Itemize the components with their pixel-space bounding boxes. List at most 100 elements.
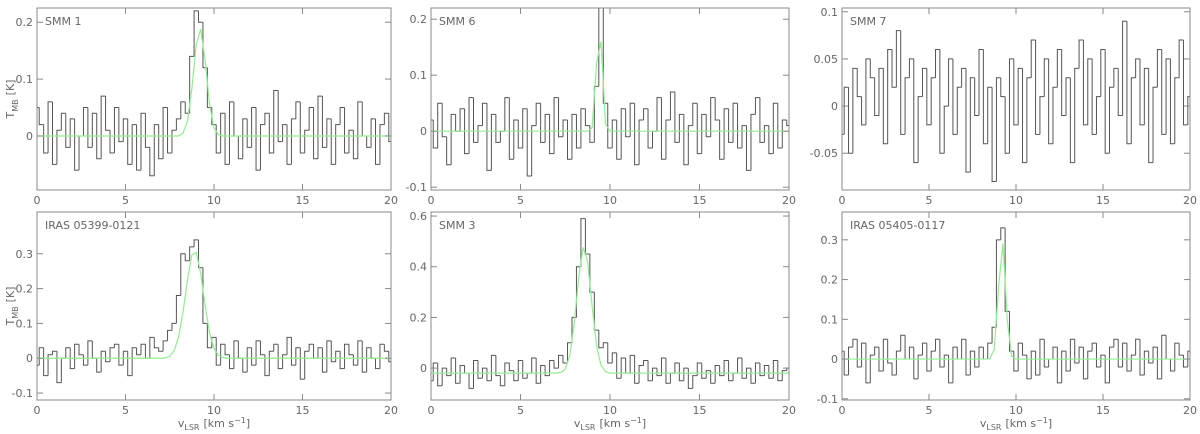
plot-frame [430,211,790,401]
spectrum-step [224,344,230,356]
spectrum-step [1152,86,1158,163]
plot-frame [430,7,790,191]
spectrum-step [625,108,631,138]
spectrum-step [251,107,257,148]
spectrum-step [513,370,519,382]
spectrum-step [961,67,966,88]
x-tick-label: 20 [782,194,796,207]
spectrum-step [273,89,279,154]
spectrum-step [629,354,635,374]
spectrum-step [1008,58,1014,154]
spectrum-step [589,254,595,293]
spectrum-step [531,357,537,374]
spectrum-step [450,357,456,376]
spectrum-step [1065,77,1071,116]
spectrum-step [299,347,305,380]
spectrum-step [696,103,702,155]
spectrum-step [313,107,318,160]
fit-line [431,247,789,374]
label-subscript: LSR [986,423,1002,432]
x-tick-label: 10 [1009,404,1023,417]
spectrum-step [939,339,945,368]
spectrum-step [56,129,62,165]
spectrum-step [43,124,49,154]
spectrum-step [656,368,662,377]
y-tick-label: 0.4 [410,261,428,274]
panel: 0 5 10 15 20 0 0.2 0.4 0.6 SMM 3 vLSR [km s−1] [410,210,797,432]
spectrum-step [723,108,729,160]
spectrum-step [1100,354,1106,368]
spectrum-step [481,367,487,379]
spectrum-step [602,8,608,104]
spectrum-step [995,239,1001,328]
spectrum-step [1148,68,1154,164]
spectrum-step [1126,21,1132,145]
spectrum-step [638,119,644,165]
spectrum-step [1139,339,1145,376]
spectrum-step [180,101,186,119]
label-close: ] [246,417,250,430]
spectrum-step [1039,96,1045,135]
spectrum-step [917,354,923,379]
panel: 0 5 10 15 20 -0.05 0 0.05 0.1 SMM 7 [810,6,1197,207]
spectrum-step [1043,339,1049,368]
y-tick-label: 0.1 [410,69,428,82]
spectrum-step [935,48,940,78]
spectrum-step [643,108,649,120]
spectrum-step [313,344,318,359]
spectrum-step [1135,58,1140,78]
spectrum-step [215,124,221,154]
spectrum-step [468,97,474,154]
spectrum-step [895,30,901,88]
plot-frame [36,7,392,191]
spectrum-step [558,97,564,138]
spectrum-step [308,107,314,131]
spectrum-step [558,354,564,369]
traces [842,20,1190,183]
spectrum-step [233,340,239,369]
spectrum-step [759,97,765,143]
y-tick-label: 0.2 [821,274,839,287]
spectrum-step [1078,346,1084,364]
spectrum-step [339,351,345,370]
y-tick-label: 0.2 [16,16,34,29]
label-unit: [K] [4,80,17,96]
label-close: ] [642,417,646,430]
spectrum-step [153,124,159,176]
spectrum-step [175,118,181,131]
y-tick-label: -0.05 [810,147,838,160]
y-tick-label: -0.1 [406,181,427,194]
spectrum-step [282,354,288,369]
spectrum-step [719,365,725,377]
spectrum-step [189,246,195,261]
spectrum-step [926,343,932,372]
spectrum-step [211,336,217,348]
spectrum-step [705,114,711,138]
spectrum-step [589,125,595,143]
spectrum-step [308,343,314,352]
spectrum-step [109,347,115,362]
spectrum-step [566,342,572,364]
spectrum-step [1022,343,1027,356]
spectrum-step [580,108,586,148]
spectrum-step [233,101,239,137]
spectrum-step [153,337,159,349]
spectrum-step [60,357,66,383]
spectrum-step [1022,68,1027,164]
spectrum-step [304,129,310,154]
spectrum-step [228,101,234,165]
spectrum-step [237,135,243,160]
y-tick-label: -0.1 [12,387,33,400]
spectrum-step [228,354,234,370]
spectrum-step [175,295,181,324]
spectrum-step [91,340,97,359]
spectrum-step [930,350,936,371]
spectrum-step [526,372,532,379]
y-tick-label: 0 [420,362,427,375]
spectrum-step [1074,339,1080,364]
spectrum-step [1182,355,1188,368]
spectrum-step [874,77,879,117]
x-tick-label: 10 [603,404,617,417]
spectrum-step [939,49,945,154]
